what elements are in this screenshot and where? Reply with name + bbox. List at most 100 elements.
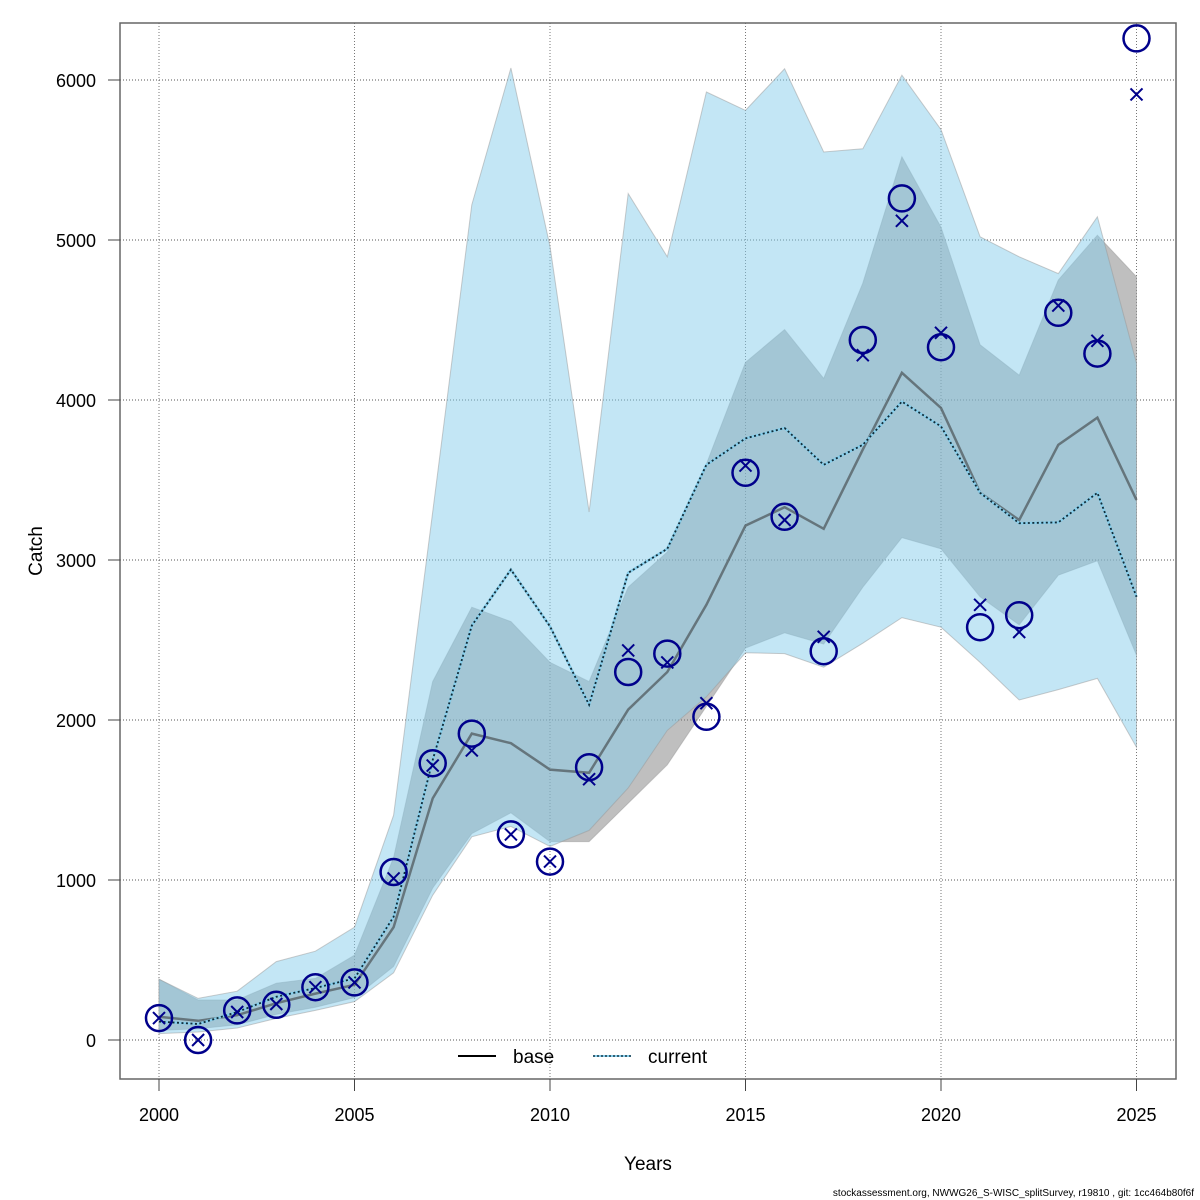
cross-marker [582, 772, 596, 786]
base-line [158, 370, 1138, 1023]
series-lines [158, 370, 1138, 1026]
cross-stroke [895, 214, 909, 228]
cross-marker [269, 997, 284, 1011]
legend-base-label: base [513, 1047, 554, 1068]
cross-marker [465, 743, 479, 758]
observed-circle [183, 1025, 213, 1055]
y-tick-label: 2000 [56, 711, 96, 731]
x-tick-label: 2025 [1116, 1105, 1156, 1125]
observed-circle [496, 820, 526, 849]
cross-stroke [1129, 87, 1144, 102]
observed-circle [848, 325, 878, 355]
cross-marker [895, 214, 909, 228]
y-tick-label: 5000 [56, 231, 96, 251]
cross-stroke [191, 1033, 205, 1047]
x-tick-label: 2010 [530, 1105, 570, 1125]
cross-stroke [386, 871, 401, 886]
x-tick-label: 2005 [334, 1105, 374, 1125]
cross-stroke [816, 630, 831, 644]
cross-marker [1012, 625, 1026, 639]
observed-circle [887, 184, 917, 213]
x-axis: 2000 2005 2010 2015 2020 2025 [139, 1079, 1157, 1125]
cross-marker [1090, 334, 1105, 348]
y-tick-label: 0 [86, 1031, 96, 1051]
observed-circle [379, 857, 408, 887]
cross-marker [934, 326, 948, 340]
cross-stroke [1012, 625, 1026, 639]
data-points [144, 24, 1151, 1055]
cross-marker [1129, 87, 1144, 102]
observed-circle [418, 748, 447, 778]
cross-stroke [934, 326, 948, 340]
current-confidence-band [158, 67, 1137, 1035]
legend-current-label: current [648, 1047, 708, 1068]
observed-circle [1044, 298, 1073, 328]
cross-marker [856, 348, 870, 362]
x-tick-label: 2020 [921, 1105, 961, 1125]
observed-circle [262, 990, 291, 1020]
cross-stroke [308, 980, 323, 994]
cross-marker [504, 827, 518, 842]
observed-circle [731, 458, 760, 488]
footer-caption: stockassessment.org, NWWG26_S-WISC_split… [833, 1188, 1194, 1199]
y-tick-label: 4000 [56, 391, 96, 411]
cross-stroke [1090, 334, 1105, 348]
cross-marker [425, 758, 440, 773]
cross-stroke [777, 513, 792, 527]
cross-stroke [621, 643, 635, 658]
observed-circle [340, 968, 369, 997]
observed-circle [770, 502, 799, 532]
cross-marker [1051, 298, 1066, 313]
observed-circle [1004, 600, 1034, 630]
cross-marker [777, 513, 792, 527]
cross-marker [699, 696, 714, 710]
cross-marker [191, 1033, 205, 1047]
cross-stroke [269, 997, 284, 1011]
cross-marker [386, 871, 401, 886]
cross-marker [347, 975, 362, 990]
observed-circle [535, 847, 565, 876]
cross-marker [152, 1011, 166, 1025]
y-axis-title: Catch [26, 526, 47, 576]
cross-marker [543, 854, 557, 869]
cross-stroke [660, 655, 675, 670]
x-tick-label: 2015 [725, 1105, 765, 1125]
cross-stroke [347, 975, 362, 990]
observed-circle [144, 1003, 174, 1033]
y-tick-label: 1000 [56, 871, 96, 891]
y-tick-label: 6000 [56, 71, 96, 91]
cross-stroke [1051, 298, 1066, 313]
plot-frame [119, 22, 1177, 1080]
observed-circle [457, 719, 487, 748]
legend: base current [458, 1047, 708, 1068]
observed-circle [222, 996, 252, 1025]
cross-marker [738, 458, 753, 473]
x-tick-label: 2000 [139, 1105, 179, 1125]
cross-stroke [582, 772, 596, 786]
observed-circle [965, 612, 995, 642]
cross-marker [621, 643, 635, 658]
cross-marker [973, 598, 987, 612]
cross-stroke [738, 458, 753, 473]
cross-stroke [504, 827, 518, 842]
confidence-bands [158, 67, 1137, 1035]
cross-stroke [856, 348, 870, 362]
x-axis-title: Years [624, 1154, 672, 1175]
cross-stroke [465, 743, 479, 758]
cross-marker [660, 655, 675, 670]
cross-stroke [699, 696, 714, 710]
observed-circle [301, 972, 330, 1002]
y-tick-label: 3000 [56, 551, 96, 571]
observed-circle [1122, 24, 1151, 53]
cross-marker [230, 1005, 244, 1019]
observed-circle [653, 639, 682, 668]
observed-circle [613, 657, 643, 687]
cross-stroke [543, 854, 557, 869]
cross-stroke [152, 1011, 166, 1025]
cross-stroke [425, 758, 440, 773]
current-line-dots [158, 400, 1138, 1025]
cross-marker [816, 630, 831, 644]
cross-stroke [230, 1005, 244, 1019]
y-axis: 0 1000 2000 3000 4000 5000 6000 [56, 71, 120, 1051]
